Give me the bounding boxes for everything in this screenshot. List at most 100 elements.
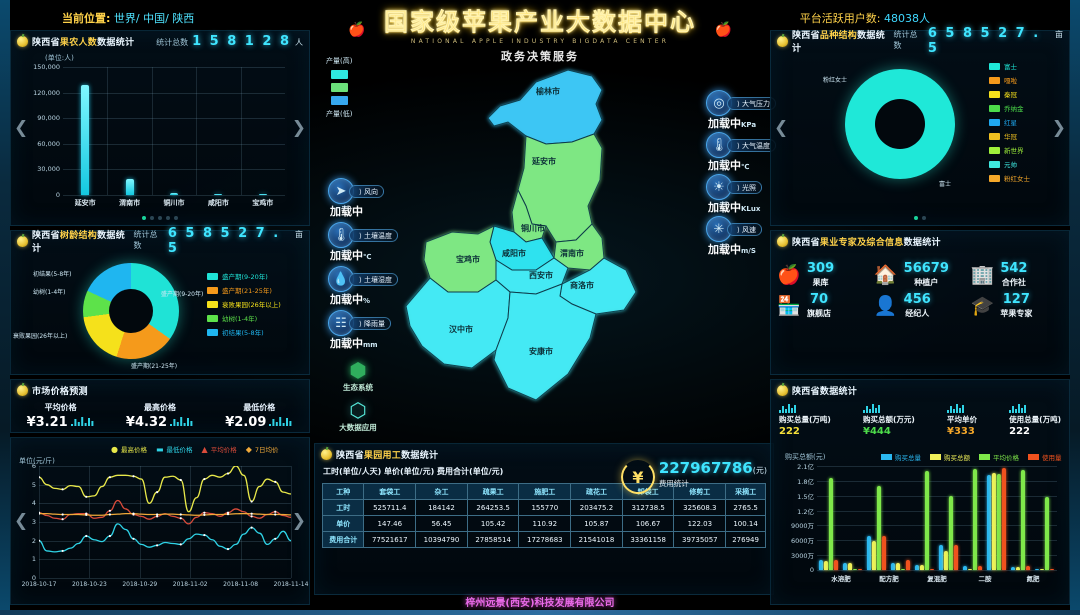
sensor-soil-temperature-icon[interactable]: 🌡 ⟩ 土壤温度 加载中℃ xyxy=(328,222,412,263)
legend-item[interactable]: 盛产期(9-20年) xyxy=(207,271,281,281)
legend-item[interactable]: ▬ 最低价格 xyxy=(156,444,193,455)
bar[interactable] xyxy=(871,540,877,570)
bar[interactable] xyxy=(823,560,829,570)
bar[interactable] xyxy=(1035,569,1040,570)
bar[interactable] xyxy=(943,551,949,570)
bar[interactable] xyxy=(963,566,968,570)
bar[interactable] xyxy=(953,545,958,570)
sensor-rainfall-icon[interactable]: ☷ ⟩ 降雨量 加载中mm xyxy=(328,310,412,351)
pager-dot[interactable] xyxy=(174,216,178,220)
stat-card[interactable]: 🏢 542 合作社 xyxy=(970,261,1063,288)
legend-item[interactable]: 粉红女士 xyxy=(989,173,1030,183)
legend-item[interactable]: 使用量 xyxy=(1028,452,1062,462)
bar[interactable] xyxy=(991,472,997,570)
bar[interactable] xyxy=(915,564,920,570)
bar[interactable] xyxy=(905,560,910,570)
stat-card[interactable]: 🎓 127 苹果专家 xyxy=(970,292,1063,319)
legend-item[interactable]: 衰败果园(26年以上) xyxy=(207,299,281,309)
bar[interactable] xyxy=(900,568,906,570)
bar[interactable] xyxy=(843,562,848,570)
sensor-wind-speed-icon[interactable]: ✳ ⟩ 风速 加载中m/S xyxy=(706,216,790,257)
bar[interactable] xyxy=(852,568,858,570)
legend-item[interactable]: 秦冠 xyxy=(989,89,1030,99)
legend-item[interactable]: 购买总量 xyxy=(881,452,921,462)
sensor-light-icon[interactable]: ☀ ⟩ 光照 加载中KLux xyxy=(706,174,790,215)
bar[interactable] xyxy=(214,193,223,195)
farmers-pager[interactable] xyxy=(142,216,178,220)
legend-item[interactable]: 富士 xyxy=(989,61,1030,71)
pager-dot[interactable] xyxy=(922,216,926,220)
pager-dot[interactable] xyxy=(150,216,154,220)
legend-item[interactable]: 嘎啦 xyxy=(989,75,1030,85)
eco-system-item[interactable]: ⬢ 生态系统 xyxy=(328,358,388,393)
bar[interactable] xyxy=(819,559,824,570)
stat-card[interactable]: 👤 456 经纪人 xyxy=(874,292,967,319)
stat-card[interactable]: 🏪 70 旗舰店 xyxy=(777,292,870,319)
bar[interactable] xyxy=(833,560,838,570)
sensor-wind-direction-icon[interactable]: ➤ ⟩ 风向 加载中 xyxy=(328,178,412,219)
variety-prev-arrow[interactable]: ❮ xyxy=(774,118,789,138)
bar[interactable] xyxy=(1044,496,1050,570)
bar[interactable] xyxy=(876,485,882,570)
bar[interactable] xyxy=(1015,567,1021,570)
bar[interactable] xyxy=(857,569,862,570)
bar[interactable] xyxy=(881,536,886,570)
bar[interactable] xyxy=(996,474,1002,570)
variety-next-arrow[interactable]: ❯ xyxy=(1051,118,1066,138)
legend-item[interactable]: 红星 xyxy=(989,117,1030,127)
pager-dot[interactable] xyxy=(142,216,146,220)
farmers-prev-arrow[interactable]: ❮ xyxy=(14,118,29,138)
stat-card[interactable]: 🍎 309 果库 xyxy=(777,261,870,288)
bar[interactable] xyxy=(1011,566,1016,570)
bar[interactable] xyxy=(972,469,978,570)
legend-item[interactable]: 盛产期(21-25年) xyxy=(207,285,281,295)
bar[interactable] xyxy=(929,568,934,570)
bar[interactable] xyxy=(924,470,930,570)
legend-item[interactable]: 平均价格 xyxy=(979,452,1019,462)
bar[interactable] xyxy=(1039,569,1045,570)
bar[interactable] xyxy=(1049,569,1054,570)
pager-dot[interactable] xyxy=(166,216,170,220)
pager-dot[interactable] xyxy=(914,216,918,220)
bar[interactable] xyxy=(867,536,872,570)
bar[interactable] xyxy=(987,474,992,570)
bar[interactable] xyxy=(948,495,954,570)
sensor-air-temperature-icon[interactable]: 🌡 ⟩ 大气温度 加载中℃ xyxy=(706,132,790,173)
line-prev-arrow[interactable]: ❮ xyxy=(14,511,29,531)
bar[interactable] xyxy=(977,565,982,570)
legend-item[interactable]: 初结果(5-8年) xyxy=(207,327,281,337)
bar[interactable] xyxy=(125,179,134,195)
bar[interactable] xyxy=(170,193,178,195)
pager-dot[interactable] xyxy=(158,216,162,220)
bar[interactable] xyxy=(967,568,973,570)
bar[interactable] xyxy=(847,563,853,570)
legend-item[interactable]: 购买总额 xyxy=(930,452,970,462)
bar[interactable] xyxy=(939,545,944,570)
legend-item[interactable]: 元帅 xyxy=(989,159,1030,169)
legend-item[interactable]: 幼树(1-4年) xyxy=(207,313,281,323)
bar[interactable] xyxy=(258,194,267,195)
legend-item[interactable]: ▲ 平均价格 xyxy=(202,444,237,455)
legend-item[interactable]: ● 最高价格 xyxy=(111,444,147,455)
line-next-arrow[interactable]: ❯ xyxy=(291,511,306,531)
data-point xyxy=(39,539,41,542)
bar[interactable] xyxy=(1020,469,1026,570)
bar[interactable] xyxy=(828,477,834,570)
legend-item[interactable]: 新世界 xyxy=(989,145,1030,155)
stat-card[interactable]: 🏠 56679 种植户 xyxy=(874,261,967,288)
legend-item[interactable]: 华冠 xyxy=(989,131,1030,141)
farmers-next-arrow[interactable]: ❯ xyxy=(291,118,306,138)
legend-item[interactable]: ◆ 7日均价 xyxy=(246,444,279,455)
legend-item[interactable]: 乔纳金 xyxy=(989,103,1030,113)
bar[interactable] xyxy=(1001,467,1006,570)
bar[interactable] xyxy=(1025,566,1030,570)
breadcrumb-path[interactable]: 世界/ 中国/ 陕西 xyxy=(113,12,195,25)
bar[interactable] xyxy=(919,565,925,570)
sensor-soil-humidity-icon[interactable]: 💧 ⟩ 土壤湿度 加载中% xyxy=(328,266,412,307)
bar[interactable] xyxy=(891,562,896,570)
variety-pager[interactable] xyxy=(914,216,926,220)
bar[interactable] xyxy=(895,563,901,570)
bigdata-item[interactable]: ⬡ 大数据应用 xyxy=(322,398,394,433)
bar[interactable] xyxy=(81,85,90,195)
